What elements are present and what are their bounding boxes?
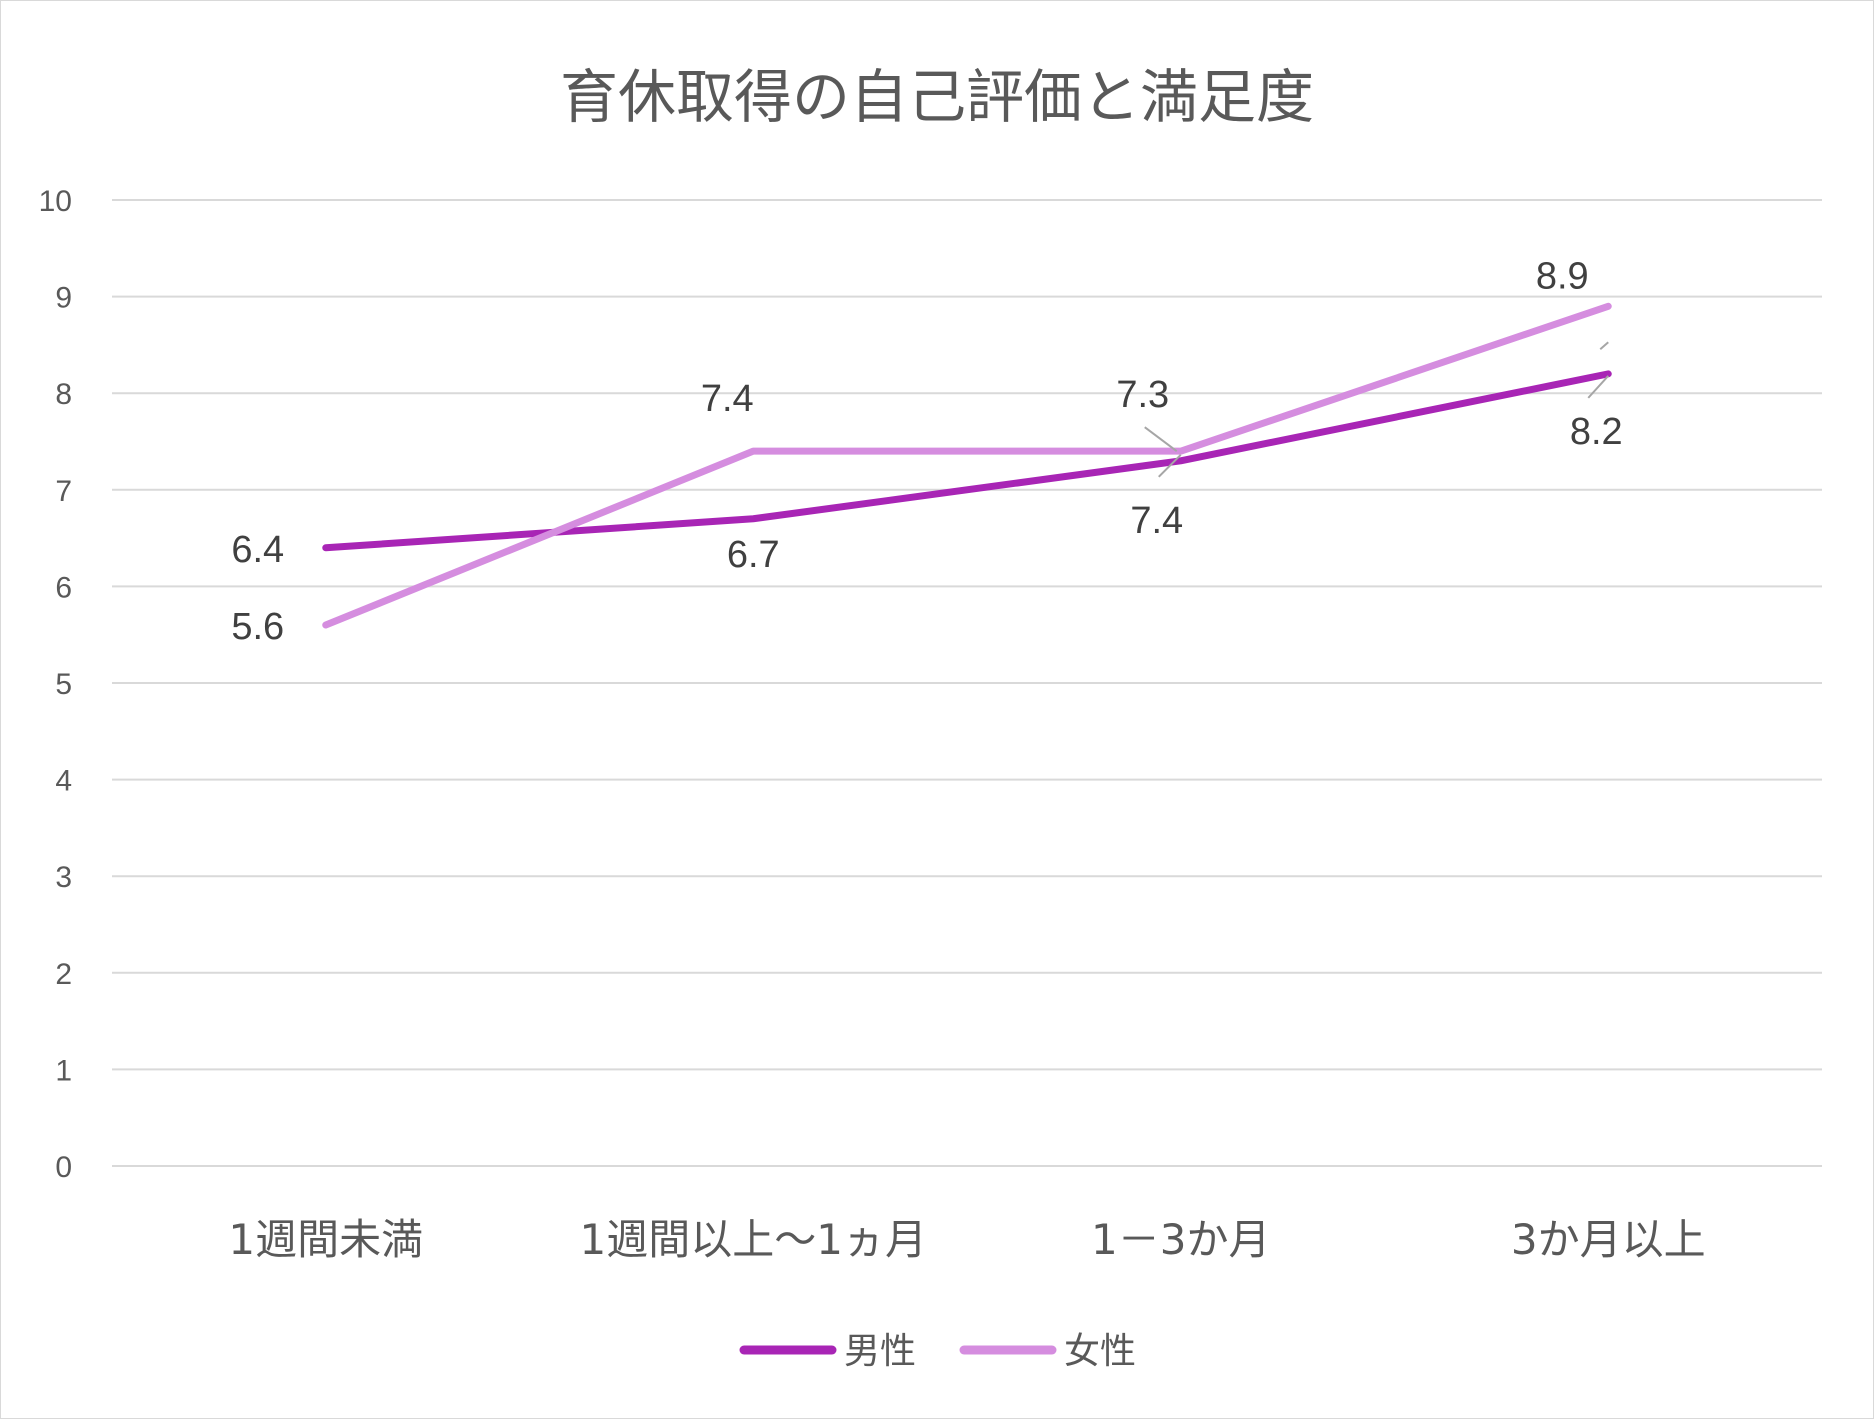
leader-line <box>1587 375 1609 399</box>
legend-label: 女性 <box>1064 1331 1136 1372</box>
series-line-0 <box>322 370 1612 552</box>
y-tick-label: 0 <box>55 1151 72 1184</box>
x-tick-label: 3か月以上 <box>1511 1215 1706 1264</box>
x-tick-label: 1週間以上～1ヵ月 <box>580 1215 927 1264</box>
chart-title: 育休取得の自己評価と満足度 <box>559 63 1314 131</box>
y-tick-label: 7 <box>55 475 72 508</box>
y-tick-label: 8 <box>55 378 72 411</box>
data-label: 7.4 <box>701 378 754 420</box>
x-tick-label: 1週間未満 <box>228 1215 423 1264</box>
legend: 男性 女性 <box>739 1331 1136 1372</box>
data-label: 7.4 <box>1130 500 1183 542</box>
gridlines <box>112 199 1822 1167</box>
y-tick-label: 9 <box>55 282 72 315</box>
data-label: 8.9 <box>1536 255 1589 297</box>
y-axis-ticks: 0 1 2 3 4 5 6 7 8 9 10 <box>39 185 72 1184</box>
series-lines <box>322 302 1612 629</box>
leader-line <box>1144 426 1178 452</box>
series-line-1 <box>322 302 1612 629</box>
label-leader-lines <box>1144 341 1609 478</box>
y-tick-label: 5 <box>55 668 72 701</box>
data-labels: 6.4 6.7 7.4 8.2 5.6 7.4 7.3 8.9 <box>231 255 1622 648</box>
y-tick-label: 1 <box>55 1054 72 1087</box>
data-label: 5.6 <box>231 606 284 648</box>
leader-line <box>1599 341 1609 351</box>
leader-line <box>1158 454 1182 478</box>
y-tick-label: 3 <box>55 861 72 894</box>
y-tick-label: 4 <box>55 765 72 798</box>
y-tick-label: 6 <box>55 571 72 604</box>
x-tick-label: 1－3か月 <box>1091 1215 1270 1264</box>
data-label: 6.7 <box>727 534 780 576</box>
data-label: 8.2 <box>1570 411 1623 453</box>
x-axis-ticks: 1週間未満 1週間以上～1ヵ月 1－3か月 3か月以上 <box>228 1215 1705 1264</box>
legend-label: 男性 <box>844 1331 916 1372</box>
y-tick-label: 2 <box>55 958 72 991</box>
data-label: 6.4 <box>231 529 284 571</box>
data-label: 7.3 <box>1116 374 1169 416</box>
y-tick-label: 10 <box>39 185 72 218</box>
